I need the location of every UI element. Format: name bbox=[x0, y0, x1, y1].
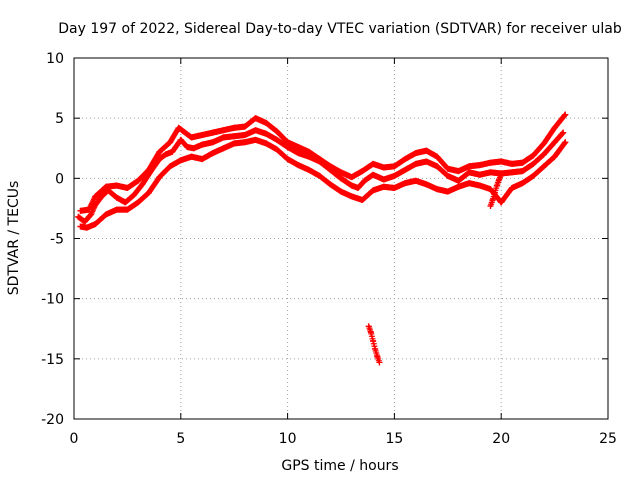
x-tick-label: 20 bbox=[492, 431, 510, 447]
y-axis-label: SDTVAR / TECUs bbox=[6, 181, 22, 296]
data-point bbox=[90, 197, 97, 204]
series-dip-segment bbox=[487, 171, 505, 210]
chart-title: Day 197 of 2022, Sidereal Day-to-day VTE… bbox=[58, 21, 622, 37]
data-point bbox=[559, 130, 566, 137]
x-tick-label: 10 bbox=[279, 431, 297, 447]
y-tick-label: -5 bbox=[50, 232, 64, 248]
y-tick-label: 5 bbox=[55, 111, 64, 127]
x-tick-label: 25 bbox=[599, 431, 617, 447]
y-tick-label: -15 bbox=[41, 352, 64, 368]
data-point bbox=[560, 129, 567, 136]
data-point bbox=[90, 196, 97, 203]
series-band-upper bbox=[77, 111, 569, 214]
series-main-trace bbox=[75, 127, 567, 225]
x-tick-label: 5 bbox=[176, 431, 185, 447]
axis-ticks bbox=[73, 57, 609, 420]
x-axis-label: GPS time / hours bbox=[281, 458, 398, 474]
data-point bbox=[562, 139, 569, 146]
y-tick-label: 10 bbox=[46, 51, 64, 67]
data-point bbox=[498, 171, 505, 178]
data-point bbox=[87, 203, 94, 210]
data-point bbox=[88, 201, 95, 208]
data-point bbox=[87, 204, 94, 211]
data-point bbox=[376, 359, 383, 366]
series-band-lower bbox=[77, 136, 569, 231]
tick-labels: 0 5 10 15 20 25 -20 -15 -10 -5 0 5 10 bbox=[41, 51, 617, 447]
series-outlier-segment bbox=[365, 323, 383, 366]
y-tick-label: 0 bbox=[55, 171, 64, 187]
y-tick-label: -10 bbox=[41, 292, 64, 308]
data-point bbox=[561, 112, 568, 119]
data-points bbox=[75, 111, 569, 366]
y-tick-label: -20 bbox=[41, 412, 64, 428]
data-point bbox=[561, 140, 568, 147]
data-point bbox=[562, 111, 569, 118]
x-tick-label: 15 bbox=[385, 431, 403, 447]
data-point bbox=[88, 200, 95, 207]
x-tick-label: 0 bbox=[70, 431, 79, 447]
data-point bbox=[86, 205, 93, 212]
data-point bbox=[89, 199, 96, 206]
grid-lines bbox=[74, 58, 608, 419]
